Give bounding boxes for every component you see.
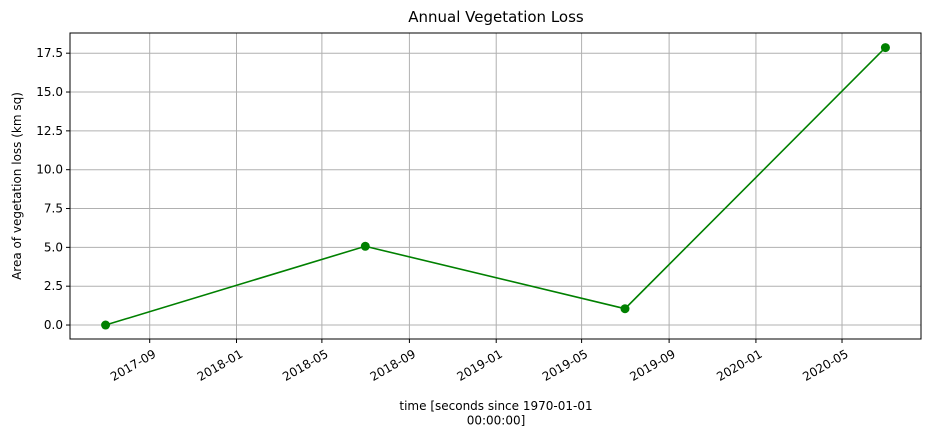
- y-axis: 0.0 2.5 5.0 7.5 10.0 12.5 15.0 17.5: [36, 46, 70, 332]
- data-point: [880, 43, 890, 53]
- plot-frame: [69, 32, 922, 340]
- x-axis-label: time [seconds since 1970-01-01 00:00:00]: [399, 399, 592, 427]
- y-tick-label: 7.5: [44, 202, 63, 216]
- y-tick-label: 17.5: [36, 46, 63, 60]
- y-tick-label: 15.0: [36, 85, 63, 99]
- y-tick-label: 12.5: [36, 124, 63, 138]
- series-group: [101, 43, 890, 330]
- y-tick-label: 5.0: [44, 240, 63, 254]
- chart-title: Annual Vegetation Loss: [408, 8, 584, 26]
- y-tick-label: 0.0: [44, 318, 63, 332]
- data-point: [620, 304, 630, 314]
- gridlines: [70, 33, 921, 339]
- data-point: [360, 241, 370, 251]
- y-tick-label: 2.5: [44, 279, 63, 293]
- y-axis-label: Area of vegetation loss (km sq): [10, 92, 24, 280]
- series-line: [105, 47, 886, 326]
- y-tick-label: 10.0: [36, 163, 63, 177]
- data-point: [101, 320, 111, 330]
